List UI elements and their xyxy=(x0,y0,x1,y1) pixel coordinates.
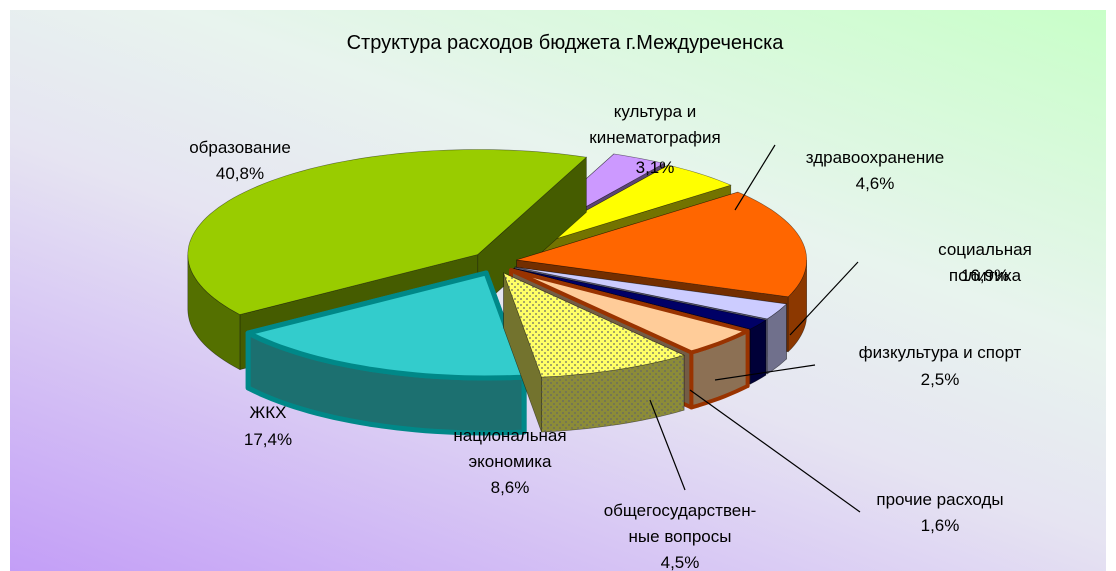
leader-line xyxy=(734,144,776,211)
category-label: физкультура и спорт xyxy=(858,343,1022,362)
leader-line xyxy=(649,399,686,491)
value-label: 8,6% xyxy=(490,478,530,497)
slice-top xyxy=(516,191,807,298)
category-label: образование xyxy=(189,138,291,157)
slice-side-texture xyxy=(541,355,684,433)
leader-line xyxy=(714,364,816,381)
value-label: 4,6% xyxy=(855,174,895,193)
value-label: 3,1% xyxy=(635,158,675,177)
category-label: национальная экономика xyxy=(453,426,567,471)
category-label: культура и кинематография xyxy=(589,102,721,147)
slice-top xyxy=(509,268,750,355)
category-label: здравоохранение xyxy=(805,148,945,167)
pie-slice xyxy=(503,272,685,433)
pie-slice xyxy=(245,270,527,436)
value-label: 40,8% xyxy=(215,164,265,183)
leader-line xyxy=(789,261,859,336)
leader-line xyxy=(689,389,861,513)
value-label: 4,5% xyxy=(660,553,700,571)
value-label: 16,9% xyxy=(960,266,1010,285)
slice-top-texture xyxy=(503,273,684,378)
value-label: 17,4% xyxy=(243,430,293,449)
category-label: ЖКХ xyxy=(249,403,287,422)
value-label: 1,6% xyxy=(920,516,960,535)
slice-top xyxy=(513,268,767,330)
slice-top xyxy=(245,270,527,381)
category-label: прочие расходы xyxy=(876,490,1004,509)
category-label: социальная политика xyxy=(938,240,1032,285)
category-label: общегосударствен- ные вопросы xyxy=(603,501,757,546)
slice-top xyxy=(514,266,788,320)
chart-title: Структура расходов бюджета г.Междуреченс… xyxy=(346,32,784,54)
slice-top xyxy=(187,149,588,315)
value-label: 2,5% xyxy=(920,370,960,389)
